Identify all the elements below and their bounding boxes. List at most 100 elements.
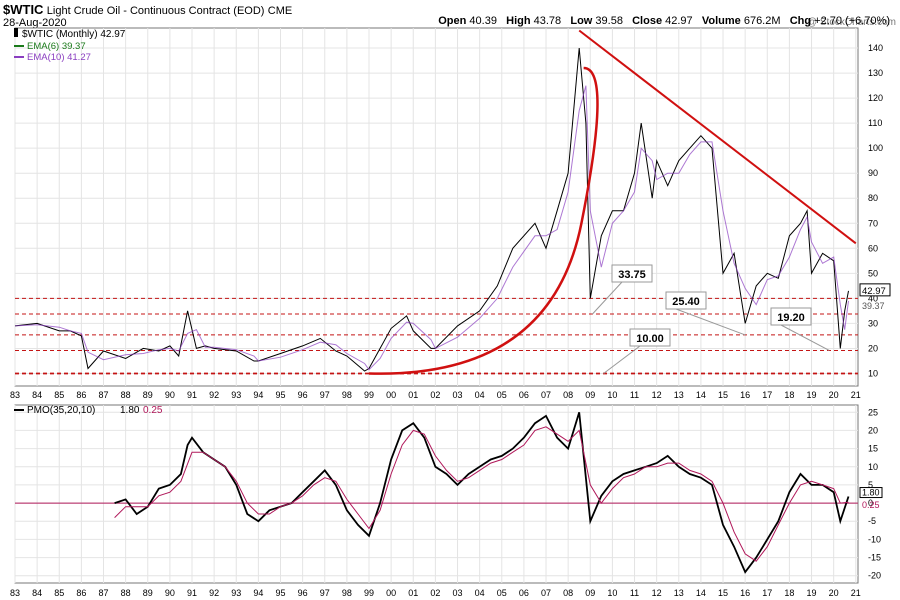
ema-line [14, 85, 849, 371]
x-tick-label-top: 07 [541, 390, 551, 400]
callout-pointer [592, 281, 623, 315]
x-tick-label-bottom: 05 [497, 588, 507, 598]
x-tick-label-top: 09 [585, 390, 595, 400]
x-tick-label-top: 86 [76, 390, 86, 400]
x-tick-label-bottom: 99 [364, 588, 374, 598]
x-tick-label-top: 89 [143, 390, 153, 400]
pmo-y-tick-label: 5 [868, 480, 873, 490]
x-tick-label-top: 88 [121, 390, 131, 400]
x-tick-label-top: 83 [10, 390, 20, 400]
quote-low: Low 39.58 [570, 15, 623, 27]
x-tick-label-bottom: 08 [563, 588, 573, 598]
legend-pmo-value: 1.80 [120, 405, 140, 416]
x-tick-label-top: 05 [497, 390, 507, 400]
x-tick-label-bottom: 87 [98, 588, 108, 598]
chart-title: $WTIC Light Crude Oil - Continuous Contr… [3, 2, 292, 17]
price-y-tick-label: 70 [868, 218, 878, 228]
x-tick-label-bottom: 84 [32, 588, 42, 598]
price-y-tick-label: 10 [868, 368, 878, 378]
x-tick-label-top: 18 [784, 390, 794, 400]
x-tick-label-bottom: 16 [740, 588, 750, 598]
quote-open: Open 40.39 [438, 15, 497, 27]
x-tick-label-top: 17 [762, 390, 772, 400]
price-y-tick-label: 90 [868, 168, 878, 178]
price-y-tick-label: 30 [868, 318, 878, 328]
x-tick-label-top: 97 [320, 390, 330, 400]
x-tick-label-bottom: 06 [519, 588, 529, 598]
x-tick-label-bottom: 93 [231, 588, 241, 598]
x-tick-label-bottom: 13 [674, 588, 684, 598]
price-y-tick-label: 130 [868, 68, 883, 78]
x-tick-label-top: 15 [718, 390, 728, 400]
x-tick-label-top: 12 [652, 390, 662, 400]
x-tick-label-bottom: 04 [475, 588, 485, 598]
x-tick-label-top: 91 [187, 390, 197, 400]
callout-box [611, 264, 653, 283]
quote-volume: Volume 676.2M [701, 15, 781, 27]
x-tick-label-top: 14 [696, 390, 706, 400]
last-price-text: 42.97 [862, 286, 886, 297]
legend: $WTIC (Monthly) 42.97 EMA(6) 39.37 EMA(1… [14, 28, 126, 63]
callout-box [629, 328, 671, 347]
quote-close: Close 42.97 [632, 15, 693, 27]
pmo-y-tick-label: 20 [868, 425, 878, 435]
price-panel: 83 84 85 86 87 88 89 90 91 92 93 94 95 96 97 98 99 00 01 02… [10, 27, 891, 400]
pmo-legend: PMO(35,20,10) 1.80 0.25 [14, 405, 163, 416]
x-tick-label-bottom: 00 [386, 588, 396, 598]
x-tick-label-top: 90 [165, 390, 175, 400]
x-tick-label-bottom: 07 [541, 588, 551, 598]
x-tick-label-top: 94 [253, 390, 263, 400]
x-tick-label-bottom: 03 [453, 588, 463, 598]
x-tick-label-bottom: 83 [10, 588, 20, 598]
x-tick-label-top: 03 [453, 390, 463, 400]
x-tick-label-top: 98 [342, 390, 352, 400]
pmo-y-tick-label: -15 [868, 553, 881, 563]
x-tick-label-bottom: 88 [121, 588, 131, 598]
x-tick-label-bottom: 01 [408, 588, 418, 598]
legend-ema6: EMA(6) 39.37 [27, 41, 86, 52]
x-tick-label-bottom: 92 [209, 588, 219, 598]
ema-price-text: 39.37 [862, 301, 885, 311]
x-tick-label-top: 00 [386, 390, 396, 400]
pmo-y-tick-label: -20 [868, 571, 881, 581]
exchange: CME [267, 5, 293, 17]
x-tick-label-bottom: 20 [829, 588, 839, 598]
pmo-y-tick-label: -10 [868, 534, 881, 544]
x-tick-label-top: 16 [740, 390, 750, 400]
x-tick-label-bottom: 17 [762, 588, 772, 598]
pmo-last-text: 1.80 [862, 488, 880, 498]
x-tick-label-top: 04 [475, 390, 485, 400]
x-tick-label-bottom: 98 [342, 588, 352, 598]
x-tick-label-bottom: 85 [54, 588, 64, 598]
x-tick-label-bottom: 89 [143, 588, 153, 598]
pmo-y-tick-label: 0 [868, 498, 873, 508]
x-tick-label-bottom: 15 [718, 588, 728, 598]
pmo-y-tick-label: -5 [868, 516, 876, 526]
watermark: @ StockCharts.com [806, 17, 896, 28]
x-tick-label-top: 13 [674, 390, 684, 400]
parabolic-curve [368, 66, 599, 375]
pmo-line [114, 412, 850, 574]
x-tick-label-bottom: 94 [253, 588, 263, 598]
x-tick-label-top: 84 [32, 390, 42, 400]
x-tick-label-bottom: 91 [187, 588, 197, 598]
callout-pointer [780, 324, 830, 351]
x-tick-label-bottom: 86 [76, 588, 86, 598]
x-tick-label-bottom: 90 [165, 588, 175, 598]
price-y-tick-label: 110 [868, 118, 882, 128]
last-price-tag [859, 283, 891, 297]
x-tick-label-bottom: 21 [851, 588, 861, 598]
x-tick-label-top: 01 [408, 390, 418, 400]
price-y-tick-label: 120 [868, 93, 883, 103]
price-y-tick-label: 50 [868, 268, 878, 278]
x-tick-label-top: 19 [807, 390, 817, 400]
price-y-tick-label: 20 [868, 343, 878, 353]
x-tick-label-bottom: 12 [652, 588, 662, 598]
x-tick-label-top: 95 [276, 390, 286, 400]
price-line [14, 47, 849, 372]
x-tick-label-bottom: 97 [320, 588, 330, 598]
resistance-trendline [578, 29, 857, 245]
legend-pmo-signal: 0.25 [143, 405, 163, 416]
x-tick-label-top: 10 [607, 390, 617, 400]
